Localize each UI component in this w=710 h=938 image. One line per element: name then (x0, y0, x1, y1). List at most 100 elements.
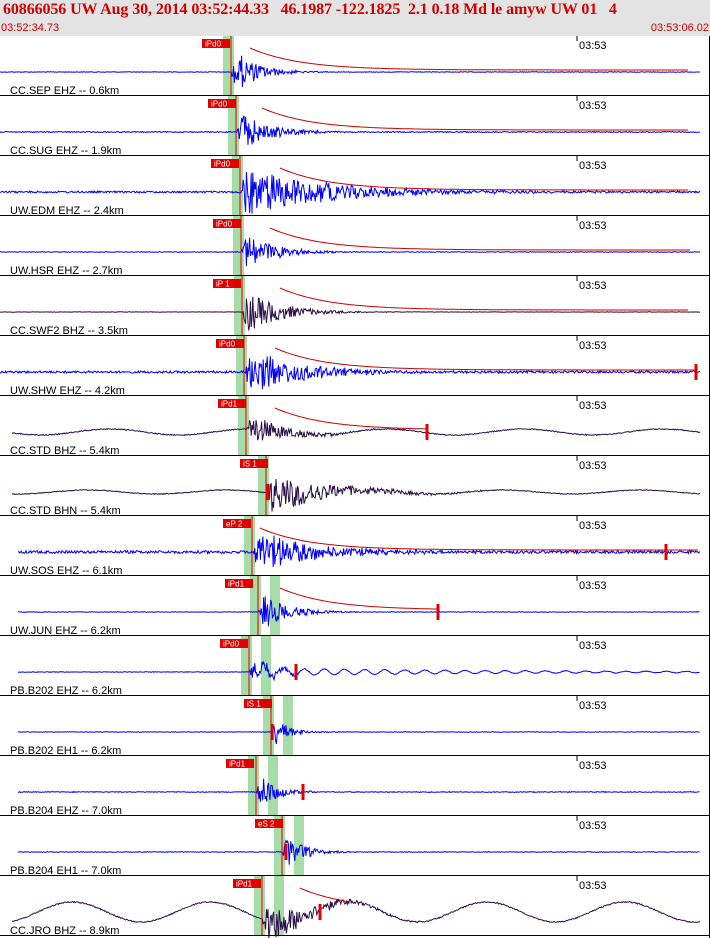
waveform (0, 296, 701, 331)
pick-label: iPd0 (219, 340, 236, 349)
pick-box (220, 639, 248, 648)
trace-row[interactable]: iPd0 03:53 CC.SUG EHZ -- 1.9km (0, 96, 710, 157)
station-label: UW.SOS EHZ -- 6.1km (10, 565, 122, 577)
duration-marker[interactable] (664, 544, 668, 560)
pick-marker[interactable]: eP 2 (223, 519, 251, 529)
duration-marker[interactable] (284, 844, 288, 860)
pick-marker[interactable]: iPd0 (213, 219, 241, 229)
pick-box (225, 579, 253, 588)
time-label: 03:53 (579, 280, 607, 292)
trace-row[interactable]: eP 2 03:53 UW.SOS EHZ -- 6.1km (0, 516, 710, 577)
trace-row[interactable]: iPd1 03:53 PB.B204 EHZ -- 7.0km (0, 756, 710, 817)
coda-curve (261, 107, 688, 131)
pick-windows (223, 36, 304, 936)
duration-marker[interactable] (266, 484, 270, 500)
time-label: 03:53 (579, 700, 607, 712)
pick-marker[interactable]: iPd1 (225, 579, 253, 589)
duration-marker[interactable] (425, 424, 429, 440)
trace-row[interactable]: iS 1 03:53 PB.B202 EH1 -- 6.2km (0, 696, 710, 757)
coda-curve (274, 347, 695, 371)
time-label: 03:53 (579, 880, 607, 892)
pick-marker[interactable]: iPd0 (216, 339, 244, 349)
waveform (18, 596, 700, 627)
p-window (244, 516, 255, 576)
p-window (241, 636, 252, 696)
pick-label: iPd0 (216, 220, 233, 229)
trace-row[interactable]: iP 1 03:53 CC.SWF2 BHZ -- 3.5km (0, 276, 710, 337)
coda-curve (299, 887, 349, 903)
s-window (268, 756, 278, 816)
s-window (261, 636, 271, 696)
coda-curve (274, 407, 429, 430)
coda-curve (279, 287, 688, 311)
station-label: PB.B202 EH1 -- 6.2km (10, 745, 121, 757)
waveform (0, 171, 701, 214)
duration-marker[interactable] (318, 904, 322, 920)
time-label: 03:53 (579, 820, 607, 832)
duration-marker[interactable] (694, 364, 698, 380)
p-window (258, 456, 269, 516)
pick-marker[interactable]: iPd1 (226, 759, 254, 769)
station-label: PB.B204 EHZ -- 7.0km (10, 805, 122, 817)
coda-curve (249, 47, 688, 71)
window-end-time: 03:53:06.02 (650, 22, 709, 34)
trace-row[interactable]: iPd0 03:53 UW.EDM EHZ -- 2.4km (0, 156, 710, 217)
p-window (228, 96, 239, 156)
pick-label: iS 1 (243, 460, 257, 469)
waveform (17, 724, 700, 745)
pick-marker[interactable]: eS 2 (255, 819, 283, 829)
pick-label: iPd1 (228, 580, 245, 589)
time-label: 03:53 (579, 520, 607, 532)
pick-marker[interactable]: iPd0 (211, 159, 239, 169)
trace-row[interactable]: iPd1 03:53 UW.JUN EHZ -- 6.2km (0, 576, 710, 637)
station-label: CC.JRO BHZ -- 8.9km (10, 925, 119, 937)
trace-row[interactable]: eS 2 03:53 PB.B204 EH1 -- 7.0km (0, 816, 710, 877)
pick-marker[interactable]: iS 1 (244, 699, 272, 709)
p-window (223, 36, 234, 96)
seismogram-panel[interactable]: iPd0 03:53 CC.SEP EHZ -- 0.6km iPd0 03:53 CC.… (0, 36, 710, 938)
pick-marker[interactable]: iPd1 (233, 879, 261, 889)
waveform (17, 839, 700, 865)
pick-label: iPd1 (229, 760, 246, 769)
s-window (274, 876, 284, 936)
station-label: UW.JUN EHZ -- 6.2km (10, 625, 121, 637)
station-label: UW.HSR EHZ -- 2.7km (10, 265, 122, 277)
waveform (0, 115, 701, 145)
waveform (17, 778, 700, 803)
station-label: CC.SWF2 BHZ -- 3.5km (10, 325, 128, 337)
trace-row[interactable]: iPd0 03:53 PB.B202 EHZ -- 6.2km (0, 636, 710, 697)
time-label: 03:53 (579, 580, 607, 592)
event-title: 60866056 UW Aug 30, 2014 03:52:44.33 46.… (3, 1, 617, 18)
pick-marker[interactable]: iPd0 (220, 639, 248, 649)
trace-row[interactable]: iPd0 03:53 UW.SHW EHZ -- 4.2km (0, 336, 710, 397)
trace-row[interactable]: iS 1 03:53 CC.STD BHN -- 5.4km (0, 456, 710, 517)
pick-box (218, 399, 246, 408)
station-label: CC.SUG EHZ -- 1.9km (10, 145, 121, 157)
trace-row[interactable]: iPd0 03:53 UW.HSR EHZ -- 2.7km (0, 216, 710, 277)
duration-marker[interactable] (294, 664, 298, 680)
pick-label: iPd1 (236, 880, 253, 889)
p-window (236, 336, 247, 396)
station-label: UW.SHW EHZ -- 4.2km (10, 385, 125, 397)
s-window (283, 696, 293, 756)
p-window (250, 576, 261, 636)
duration-marker[interactable] (301, 784, 305, 800)
coda-curve (259, 527, 698, 551)
trace-row[interactable]: iPd1 03:53 CC.JRO BHZ -- 8.9km (0, 876, 710, 938)
duration-marker[interactable] (270, 724, 274, 740)
pick-label: eS 2 (258, 820, 275, 829)
station-label: PB.B202 EHZ -- 6.2km (10, 685, 122, 697)
s-window (294, 816, 304, 876)
pick-marker[interactable]: iPd0 (202, 39, 230, 49)
p-window (254, 876, 265, 936)
pick-marker[interactable]: iPd1 (218, 399, 246, 409)
pick-label: eP 2 (226, 520, 243, 529)
time-label: 03:53 (579, 460, 607, 472)
pick-marker[interactable]: iPd0 (208, 99, 236, 109)
pick-box (233, 879, 261, 888)
duration-marker[interactable] (436, 604, 440, 620)
pick-marker[interactable]: iP 1 (213, 279, 241, 289)
trace-row[interactable]: iPd0 03:53 CC.SEP EHZ -- 0.6km (0, 36, 710, 97)
pick-marker[interactable]: iS 1 (240, 459, 268, 469)
trace-row[interactable]: iPd1 03:53 CC.STD BHZ -- 5.4km (0, 396, 710, 457)
